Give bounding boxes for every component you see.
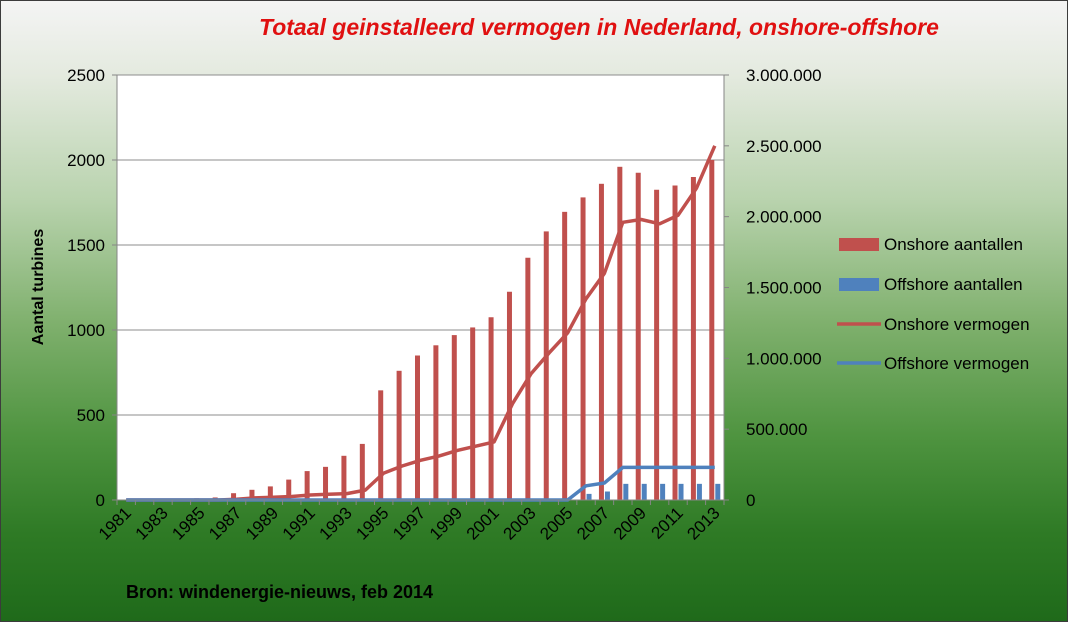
bar-onshore-aantallen bbox=[231, 493, 237, 500]
legend-swatch bbox=[839, 278, 879, 291]
x-tick-label: 2011 bbox=[648, 503, 687, 542]
source-note: Bron: windenergie-nieuws, feb 2014 bbox=[126, 582, 433, 602]
bar-onshore-aantallen bbox=[506, 291, 512, 500]
legend-swatch bbox=[839, 238, 879, 251]
bar-onshore-aantallen bbox=[359, 443, 365, 500]
bar-onshore-aantallen bbox=[488, 317, 494, 500]
legend-label: Onshore aantallen bbox=[884, 235, 1023, 254]
y-tick-label: 2500 bbox=[67, 66, 105, 85]
legend: Onshore aantallen Offshore aantallen Onsho… bbox=[837, 235, 1030, 373]
y-tick-label: 0 bbox=[96, 491, 105, 510]
x-tick-label: 1999 bbox=[426, 503, 466, 543]
bar-onshore-aantallen bbox=[635, 172, 641, 500]
bar-offshore-aantallen bbox=[678, 483, 684, 500]
x-tick-label: 2003 bbox=[500, 503, 540, 543]
bar-offshore-aantallen bbox=[715, 483, 721, 500]
plot-area bbox=[117, 75, 724, 500]
bar-onshore-aantallen bbox=[543, 231, 549, 500]
gridlines bbox=[117, 74, 724, 416]
y-axis-left-ticks: 0 500 1000 1500 2000 2500 bbox=[67, 66, 117, 510]
bar-onshore-aantallen bbox=[451, 335, 457, 500]
x-tick-label: 1993 bbox=[316, 503, 356, 543]
bar-onshore-aantallen bbox=[690, 177, 696, 500]
bar-onshore-aantallen bbox=[396, 370, 402, 500]
x-tick-label: 1997 bbox=[389, 503, 429, 543]
bar-onshore-aantallen bbox=[672, 185, 678, 500]
y-right-tick-label: 3.000.000 bbox=[746, 66, 822, 85]
y-right-tick-label: 0 bbox=[746, 491, 755, 510]
y-right-tick-label: 1.500.000 bbox=[746, 279, 822, 298]
x-tick-label: 2005 bbox=[536, 503, 576, 543]
bar-onshore-aantallen bbox=[286, 479, 292, 500]
bar-offshore-aantallen bbox=[660, 483, 666, 500]
x-tick-label: 2009 bbox=[610, 503, 650, 543]
bar-onshore-aantallen bbox=[323, 466, 329, 500]
bar-offshore-aantallen bbox=[586, 493, 592, 500]
y-tick-label: 2000 bbox=[67, 151, 105, 170]
bar-offshore-aantallen bbox=[623, 483, 629, 500]
legend-label: Onshore vermogen bbox=[884, 315, 1030, 334]
bar-onshore-aantallen bbox=[654, 189, 660, 500]
bar-offshore-aantallen bbox=[604, 491, 610, 500]
x-tick-label: 1989 bbox=[242, 503, 282, 543]
y-tick-label: 1000 bbox=[67, 321, 105, 340]
y-right-tick-label: 1.000.000 bbox=[746, 349, 822, 368]
bar-onshore-aantallen bbox=[249, 489, 255, 500]
x-tick-label: 2001 bbox=[463, 503, 503, 543]
x-tick-label: 1995 bbox=[352, 503, 392, 543]
y-right-tick-label: 2.500.000 bbox=[746, 137, 822, 156]
x-tick-label: 2007 bbox=[573, 503, 613, 543]
y-axis-label: Aantal turbines bbox=[30, 229, 47, 346]
y-axis-right-ticks: 0 500.000 1.000.000 1.500.000 2.000.000 2.500… bbox=[724, 66, 822, 510]
y-tick-label: 500 bbox=[77, 406, 105, 425]
bar-onshore-aantallen bbox=[341, 455, 347, 500]
y-tick-label: 1500 bbox=[67, 236, 105, 255]
bar-onshore-aantallen bbox=[580, 197, 586, 500]
y-right-tick-label: 2.000.000 bbox=[746, 208, 822, 227]
bar-onshore-aantallen bbox=[562, 211, 568, 500]
bar-offshore-aantallen bbox=[696, 483, 702, 500]
bar-onshore-aantallen bbox=[433, 345, 439, 500]
chart-title: Totaal geinstalleerd vermogen in Nederla… bbox=[259, 14, 939, 40]
x-axis-ticks: 1981198319851987198919911993199519971999… bbox=[95, 500, 725, 544]
bar-onshore-aantallen bbox=[267, 486, 273, 500]
bar-onshore-aantallen bbox=[709, 160, 715, 500]
bar-onshore-aantallen bbox=[415, 355, 420, 500]
bar-offshore-aantallen bbox=[641, 483, 647, 500]
bar-onshore-aantallen bbox=[378, 390, 384, 500]
x-tick-label: 1987 bbox=[205, 503, 245, 543]
bar-onshore-aantallen bbox=[617, 166, 623, 501]
x-tick-label: 1985 bbox=[168, 503, 208, 543]
y-right-tick-label: 500.000 bbox=[746, 420, 807, 439]
legend-label: Offshore vermogen bbox=[884, 354, 1029, 373]
bar-onshore-aantallen bbox=[304, 471, 310, 500]
bar-onshore-aantallen bbox=[598, 183, 604, 501]
bar-onshore-aantallen bbox=[470, 327, 476, 500]
legend-label: Offshore aantallen bbox=[884, 275, 1023, 294]
x-tick-label: 1983 bbox=[132, 503, 172, 543]
x-tick-label: 1991 bbox=[279, 503, 319, 543]
x-tick-label: 2013 bbox=[683, 503, 723, 543]
